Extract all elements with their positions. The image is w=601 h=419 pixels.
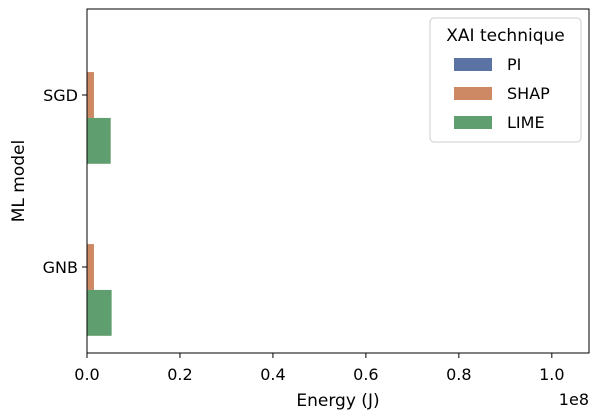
bar-shap-sgd (87, 72, 94, 118)
legend-swatch-lime (454, 116, 492, 129)
legend-swatch-pi (454, 58, 492, 71)
legend: XAI technique PI SHAP LIME (429, 17, 582, 143)
plot-frame (86, 8, 590, 354)
x-axis-ticks: 0.0 0.2 0.4 0.6 0.8 1.0 (74, 353, 565, 384)
x-tick-label: 0.2 (167, 365, 192, 384)
x-tick-label: 1.0 (539, 365, 564, 384)
x-tick-label: 0.6 (353, 365, 378, 384)
legend-title: XAI technique (446, 26, 564, 46)
bar-lime-sgd (87, 117, 111, 164)
legend-swatch-shap (454, 87, 492, 100)
y-axis-ticks: SGD GNB (43, 86, 87, 277)
legend-label-pi: PI (507, 55, 521, 74)
x-axis-label: Energy (J) (296, 391, 379, 411)
legend-box (429, 17, 582, 143)
bars-layer (87, 72, 112, 336)
x-tick-label: 0.4 (260, 365, 285, 384)
bar-shap-gnb (87, 244, 94, 290)
legend-label-shap: SHAP (507, 84, 550, 103)
y-axis-label: ML model (9, 140, 29, 222)
bar-lime-gnb (87, 289, 112, 336)
y-tick-label: SGD (43, 86, 78, 105)
x-tick-label: 0.0 (74, 365, 99, 384)
x-axis-offset-label: 1e8 (559, 390, 589, 409)
legend-items: PI SHAP LIME (454, 55, 550, 132)
x-tick-label: 0.8 (446, 365, 471, 384)
legend-label-lime: LIME (507, 113, 545, 132)
y-tick-label: GNB (43, 258, 78, 277)
